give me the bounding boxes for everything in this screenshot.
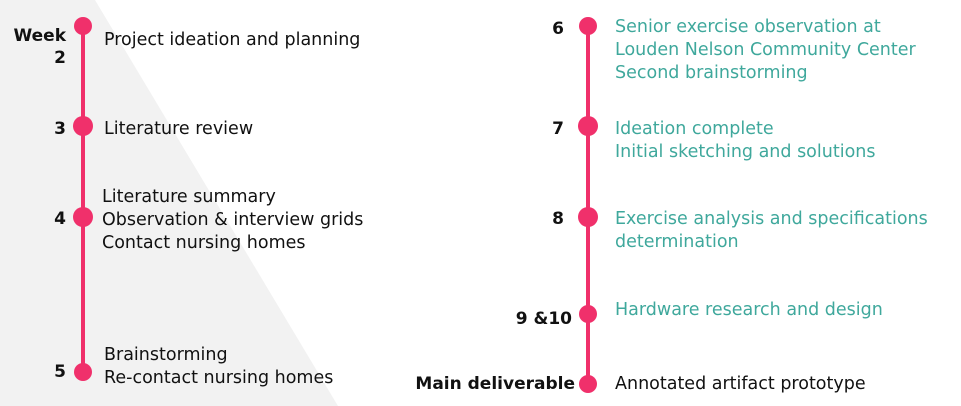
right-timeline-line — [586, 26, 590, 384]
milestone-text: Project ideation and planning — [104, 30, 361, 50]
week-label-2: 2 — [54, 48, 66, 68]
week-header-label: Week — [13, 26, 66, 46]
milestone-text: Senior exercise observation at — [615, 17, 881, 37]
milestone-text: Second brainstorming — [615, 63, 808, 83]
milestone-text: Re-contact nursing homes — [104, 368, 334, 388]
milestone-text: Louden Nelson Community Center — [615, 40, 916, 60]
left-timeline-line — [81, 26, 85, 374]
milestone-text: determination — [615, 232, 739, 252]
milestone-text: Hardware research and design — [615, 300, 883, 320]
timeline-dot-week-9-10 — [579, 305, 597, 323]
milestone-main-deliverable: Annotated artifact prototype — [615, 373, 866, 396]
milestone-text: Exercise analysis and specifications — [615, 209, 928, 229]
milestone-text: Literature summary — [102, 187, 276, 207]
timeline-dot-main-deliverable — [579, 375, 597, 393]
milestone-text: Initial sketching and solutions — [615, 142, 876, 162]
timeline-dot-week-5 — [74, 363, 92, 381]
milestone-text: Annotated artifact prototype — [615, 374, 866, 394]
milestone-text: Observation & interview grids — [102, 210, 364, 230]
week-label-9-10: 9 &10 — [515, 309, 572, 329]
milestone-text: Literature review — [104, 119, 254, 139]
week-label-8: 8 — [552, 209, 564, 229]
week-label-5: 5 — [54, 362, 66, 382]
main-deliverable-label: Main deliverable — [415, 374, 575, 394]
milestone-week-5: Brainstorming Re-contact nursing homes — [104, 344, 333, 390]
week-label-3: 3 — [54, 119, 66, 139]
week-label-7: 7 — [552, 119, 564, 139]
milestone-week-4: Literature summary Observation & intervi… — [102, 186, 363, 255]
milestone-text: Contact nursing homes — [102, 233, 306, 253]
timeline-dot-week-8 — [578, 207, 598, 227]
timeline-dot-week-4 — [73, 207, 93, 227]
milestone-text: Ideation complete — [615, 119, 774, 139]
timeline-dot-week-2 — [74, 17, 92, 35]
milestone-week-3: Literature review — [104, 118, 253, 141]
week-label-6: 6 — [552, 19, 564, 39]
week-label-4: 4 — [54, 209, 66, 229]
milestone-week-6: Senior exercise observation at Louden Ne… — [615, 16, 916, 85]
milestone-week-9-10: Hardware research and design — [615, 299, 883, 322]
timeline-dot-week-3 — [73, 116, 93, 136]
milestone-week-8: Exercise analysis and specifications det… — [615, 208, 928, 254]
timeline-dot-week-6 — [579, 17, 597, 35]
timeline-dot-week-7 — [578, 116, 598, 136]
milestone-week-7: Ideation complete Initial sketching and … — [615, 118, 875, 164]
milestone-text: Brainstorming — [104, 345, 228, 365]
milestone-week-2: Project ideation and planning — [104, 29, 360, 52]
